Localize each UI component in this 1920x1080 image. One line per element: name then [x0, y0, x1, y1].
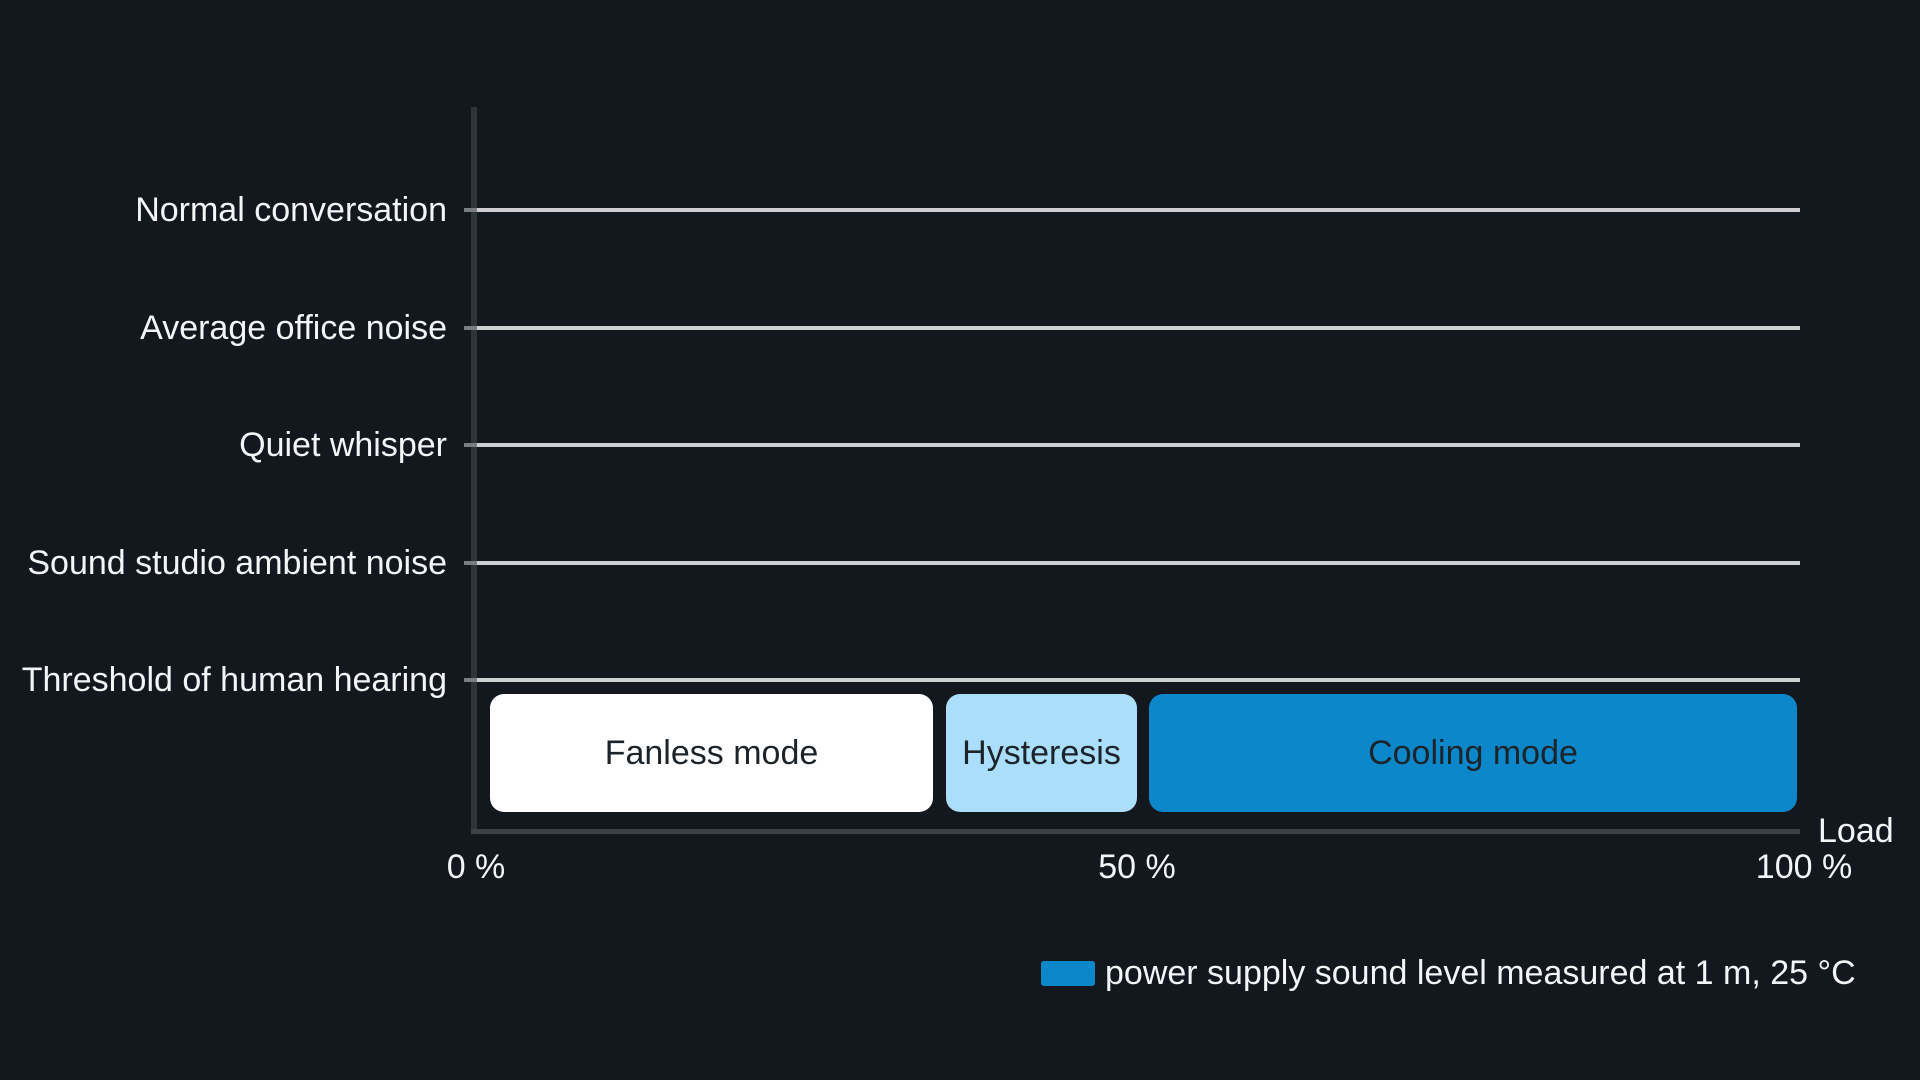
x-tick-label-100: 100 %: [1755, 848, 1853, 886]
band-fanless-mode: Fanless mode: [490, 694, 933, 812]
band-cooling-mode: Cooling mode: [1149, 694, 1797, 812]
y-tick: [464, 326, 477, 330]
legend-swatch: [1041, 961, 1095, 986]
band-hysteresis: Hysteresis: [946, 694, 1137, 812]
y-category-label-sound-studio: Sound studio ambient noise: [27, 544, 447, 582]
y-category-label-normal-conversation: Normal conversation: [135, 191, 447, 229]
x-tick-label-0: 0 %: [446, 848, 506, 886]
y-tick: [464, 443, 477, 447]
y-tick: [464, 678, 477, 682]
y-tick: [464, 208, 477, 212]
x-axis-title-load: Load: [1818, 812, 1894, 850]
x-axis-line: [471, 829, 1800, 834]
legend-label: power supply sound level measured at 1 m…: [1105, 954, 1856, 992]
band-hysteresis-label: Hysteresis: [962, 733, 1121, 772]
y-tick: [464, 561, 477, 565]
y-category-label-quiet-whisper: Quiet whisper: [239, 426, 447, 464]
y-category-label-average-office-noise: Average office noise: [140, 309, 447, 347]
gridline-threshold-hearing: [477, 678, 1800, 682]
gridline-quiet-whisper: [477, 443, 1800, 447]
y-axis-line: [471, 107, 477, 833]
y-category-label-threshold-hearing: Threshold of human hearing: [21, 661, 447, 699]
gridline-average-office-noise: [477, 326, 1800, 330]
band-fanless-mode-label: Fanless mode: [604, 733, 819, 772]
band-cooling-mode-label: Cooling mode: [1368, 733, 1578, 772]
gridline-sound-studio: [477, 561, 1800, 565]
x-tick-label-50: 50 %: [1098, 848, 1176, 886]
gridline-normal-conversation: [477, 208, 1800, 212]
